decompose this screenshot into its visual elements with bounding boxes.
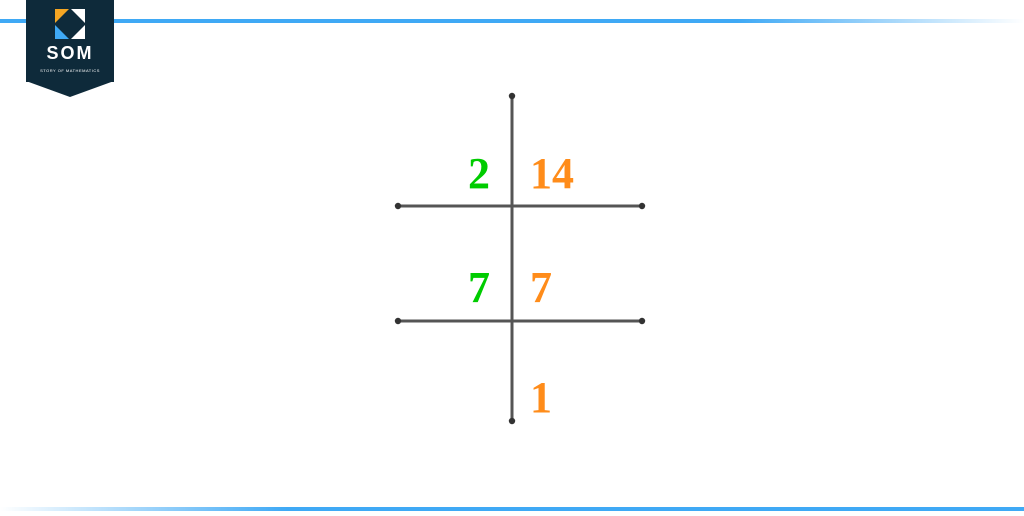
cell-r1-quotient: 7 (530, 262, 552, 313)
brand-badge: SOM STORY OF MATHEMATICS (26, 0, 114, 98)
ladder-lines (352, 76, 672, 436)
top-border (0, 10, 1024, 14)
cell-r2-quotient: 1 (530, 372, 552, 423)
logo-icon (55, 9, 85, 39)
brand-name: SOM (46, 43, 93, 64)
brand-tagline: STORY OF MATHEMATICS (40, 68, 100, 73)
cell-r0-quotient: 14 (530, 148, 574, 199)
factor-ladder-diagram: 2 14 7 7 1 (352, 76, 672, 436)
bottom-border (0, 498, 1024, 502)
cell-r1-factor: 7 (468, 262, 490, 313)
cell-r0-factor: 2 (468, 148, 490, 199)
